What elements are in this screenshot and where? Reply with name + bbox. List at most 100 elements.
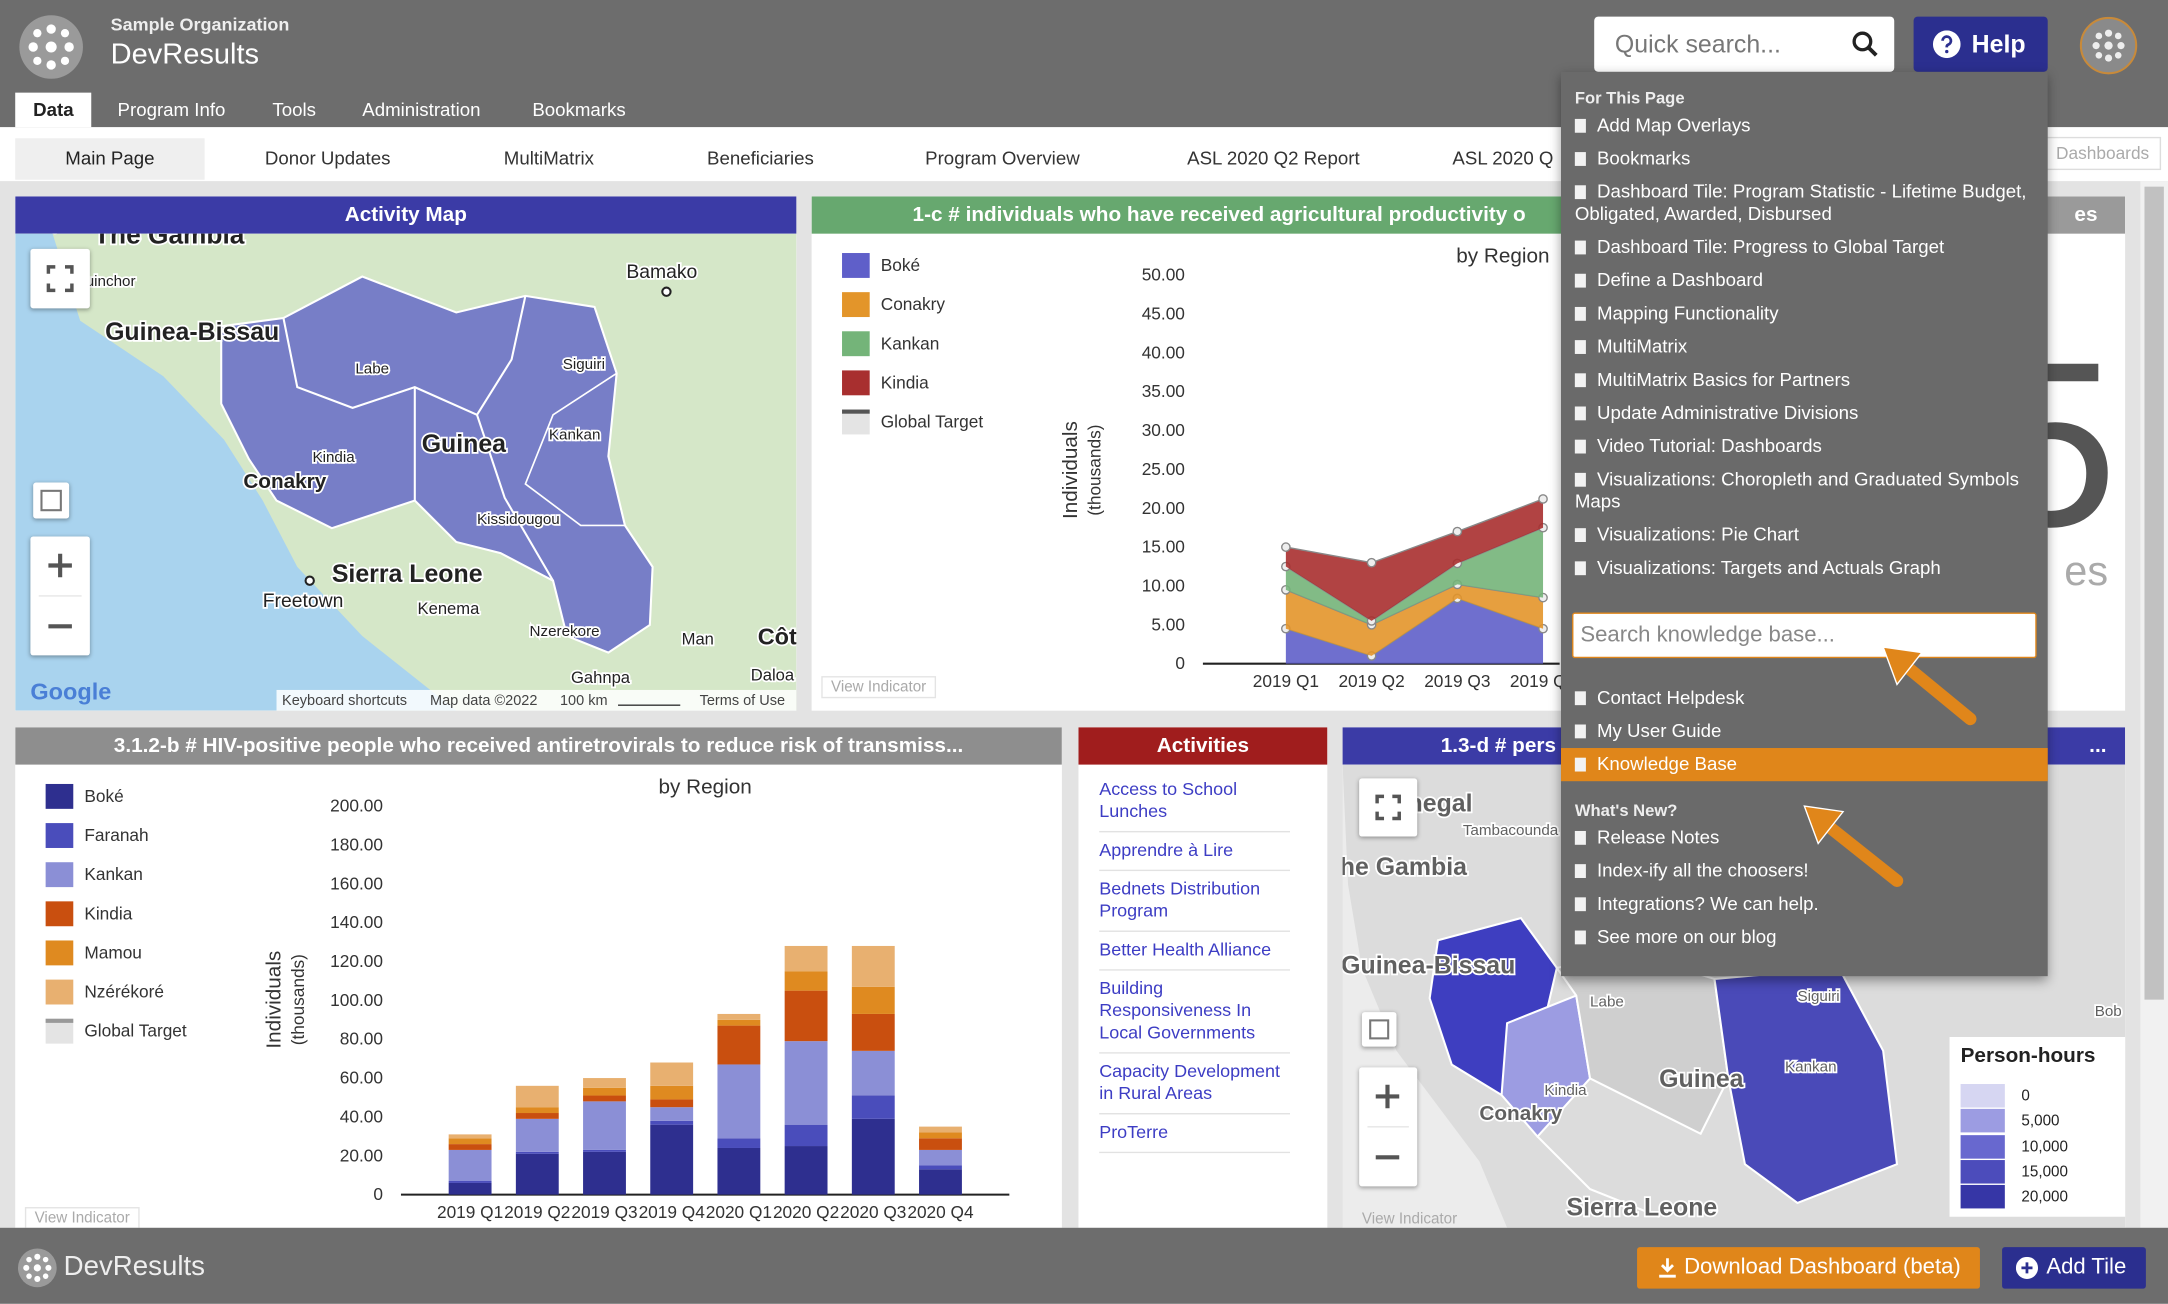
nav-tab[interactable]: Administration <box>362 99 481 121</box>
menu-item[interactable]: Dashboard Tile: Program Statistic - Life… <box>1561 176 2048 231</box>
tile-title: 1-c # individuals who have received agri… <box>811 196 1562 234</box>
menu-item[interactable]: Contact Helpdesk <box>1561 682 2048 715</box>
footer: DevResults Download Dashboard (beta) Add… <box>0 1227 2168 1304</box>
map-logo: Google <box>30 679 111 705</box>
menu-item-label[interactable]: Define a Dashboard <box>1596 269 1763 291</box>
menu-item-label[interactable]: Visualizations: Choropleth and Graduated… <box>1574 468 2019 512</box>
map[interactable]: BanjulThe GambiauinchorBamakoGuinea-Biss… <box>15 233 797 711</box>
menu-item[interactable]: Update Administrative Divisions <box>1561 397 2048 430</box>
menu-item[interactable]: Index-ify all the choosers! <box>1561 854 2048 887</box>
menu-item[interactable]: Dashboard Tile: Progress to Global Targe… <box>1561 231 2048 264</box>
menu-item[interactable]: MultiMatrix Basics for Partners <box>1561 364 2048 397</box>
menu-item-label[interactable]: Contact Helpdesk <box>1596 687 1745 708</box>
nav-tab[interactable]: Tools <box>272 99 316 121</box>
activity-link[interactable]: Bednets Distribution Program <box>1099 871 1291 932</box>
nav-tab[interactable]: Data <box>15 92 92 128</box>
menu-item[interactable]: My User Guide <box>1561 715 2048 748</box>
add-tile-button[interactable]: Add Tile <box>2002 1247 2146 1289</box>
menu-item[interactable]: Visualizations: Pie Chart <box>1561 518 2048 551</box>
menu-item-label[interactable]: Dashboard Tile: Program Statistic - Life… <box>1574 181 2027 224</box>
activity-link[interactable]: Better Health Alliance <box>1099 932 1291 971</box>
view-indicator[interactable]: View Indicator <box>1361 1211 1458 1228</box>
menu-item[interactable]: Visualizations: Targets and Actuals Grap… <box>1561 552 2048 585</box>
menu-item[interactable]: Visualizations: Choropleth and Graduated… <box>1561 463 2048 518</box>
sub-tab[interactable]: Donor Updates <box>264 147 391 169</box>
menu-item[interactable]: Add Map Overlays <box>1561 109 2048 142</box>
menu-item-label[interactable]: My User Guide <box>1596 720 1722 742</box>
legend-label: 15,000 <box>2021 1164 2068 1181</box>
indicator-tile: 3.1.2-b # HIV-positive people who receiv… <box>15 727 1062 1228</box>
menu-item-label[interactable]: MultiMatrix <box>1596 335 1688 357</box>
menu-item-label[interactable]: Index-ify all the choosers! <box>1596 860 1809 881</box>
map-label: Sierra Leone <box>332 560 483 588</box>
avatar[interactable] <box>2079 16 2138 75</box>
help-label: Help <box>1971 30 2026 59</box>
activity-link[interactable]: Access to School Lunches <box>1099 772 1291 833</box>
nav-tab[interactable]: Bookmarks <box>532 99 626 121</box>
sub-tab[interactable]: Beneficiaries <box>707 147 814 169</box>
menu-item-label[interactable]: Visualizations: Pie Chart <box>1596 524 1799 545</box>
zoom-control[interactable] <box>1359 1067 1418 1187</box>
menu-item-label[interactable]: Visualizations: Targets and Actuals Grap… <box>1596 557 1941 578</box>
map-label: Kissidougou <box>477 511 560 528</box>
legend-label: 5,000 <box>2021 1113 2060 1131</box>
activity-link[interactable]: Capacity Development in Rural Areas <box>1099 1054 1291 1115</box>
sub-tab[interactable]: MultiMatrix <box>503 147 595 169</box>
map-label: Guinea <box>422 430 506 458</box>
menu-item-label[interactable]: Mapping Functionality <box>1596 302 1779 324</box>
map-label: Bob <box>2095 1003 2122 1020</box>
menu-item-label[interactable]: Update Administrative Divisions <box>1596 402 1859 424</box>
activity-map-tile: Activity Map BanjulThe GambiauinchorBama… <box>15 196 797 711</box>
map-label: Siguiri <box>563 356 605 373</box>
sub-tab[interactable]: Main Page <box>15 138 205 180</box>
menu-icon <box>1574 340 1586 354</box>
menu-item-label[interactable]: Video Tutorial: Dashboards <box>1596 435 1822 457</box>
menu-item[interactable]: See more on our blog <box>1561 921 2048 954</box>
download-button[interactable]: Download Dashboard (beta) <box>1637 1247 1980 1289</box>
menu-item-label[interactable]: Release Notes <box>1596 826 1720 848</box>
menu-item-label[interactable]: See more on our blog <box>1596 926 1777 948</box>
activity-link[interactable]: ProTerre <box>1099 1114 1291 1154</box>
menu-item-label[interactable]: Dashboard Tile: Progress to Global Targe… <box>1596 236 1945 258</box>
sub-tab[interactable]: Program Overview <box>925 147 1080 169</box>
menu-item[interactable]: Video Tutorial: Dashboards <box>1561 430 2048 463</box>
activity-link[interactable]: Apprendre à Lire <box>1099 832 1291 872</box>
menu-item[interactable]: Knowledge Base <box>1561 748 2048 782</box>
menu-item[interactable]: MultiMatrix <box>1561 330 2048 363</box>
menu-item-label[interactable]: Knowledge Base <box>1596 753 1738 775</box>
layer-button[interactable] <box>33 482 70 519</box>
menu-item-label[interactable]: MultiMatrix Basics for Partners <box>1596 369 1851 390</box>
map-label: Bamako <box>626 261 697 283</box>
menu-item-label[interactable]: Integrations? We can help. <box>1596 893 1819 914</box>
help-button[interactable]: Help <box>1913 16 2048 72</box>
map-label: Conakry <box>243 470 326 493</box>
legend-swatch <box>1960 1185 2005 1209</box>
menu-item[interactable]: Mapping Functionality <box>1561 297 2048 330</box>
legend-label: 0 <box>2021 1088 2030 1105</box>
quick-search[interactable]: Quick search... <box>1594 16 1895 72</box>
menu-item[interactable]: Release Notes <box>1561 821 2048 854</box>
dashboards-button[interactable]: Dashboards <box>2035 136 2162 171</box>
indicator-tile: 1-c # individuals who have received agri… <box>811 196 1562 711</box>
knowledge-search[interactable]: Search knowledge base... <box>1572 612 2037 659</box>
layer-button[interactable] <box>1361 1012 1397 1047</box>
menu-item-label[interactable]: Add Map Overlays <box>1596 114 1751 136</box>
sub-tab[interactable]: ASL 2020 Q <box>1452 147 1554 169</box>
view-indicator[interactable]: View Indicator <box>821 676 936 699</box>
view-indicator[interactable]: View Indicator <box>24 1207 140 1228</box>
scrollbar-thumb[interactable] <box>2144 186 2164 1000</box>
fullscreen-button[interactable] <box>1359 778 1418 837</box>
search-icon[interactable] <box>1851 30 1879 58</box>
activity-link[interactable]: Building Responsiveness In Local Governm… <box>1099 971 1291 1054</box>
menu-item[interactable]: Define a Dashboard <box>1561 264 2048 297</box>
sub-tab[interactable]: ASL 2020 Q2 Report <box>1187 147 1360 169</box>
nav-tab[interactable]: Program Info <box>117 99 226 121</box>
tile-title: Activities <box>1078 727 1328 765</box>
menu-icon <box>1574 561 1586 576</box>
zoom-control[interactable] <box>30 536 90 656</box>
menu-item[interactable]: Integrations? We can help. <box>1561 888 2048 921</box>
menu-item-label[interactable]: Bookmarks <box>1596 147 1691 169</box>
fullscreen-button[interactable] <box>30 248 90 309</box>
menu-item[interactable]: Bookmarks <box>1561 142 2048 175</box>
scrollbar[interactable] <box>2140 181 2168 1228</box>
